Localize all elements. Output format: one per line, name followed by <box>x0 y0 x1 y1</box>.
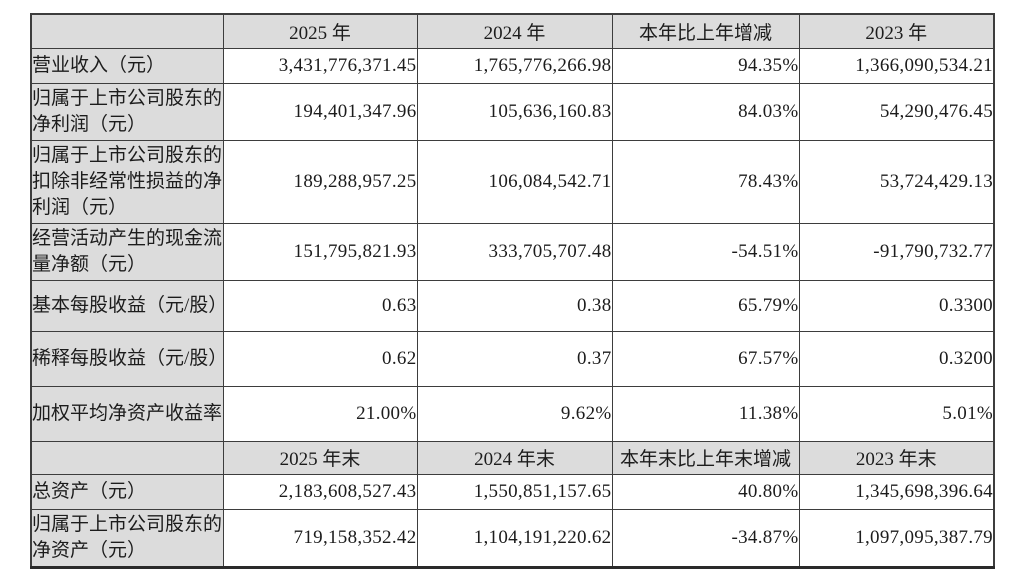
row-label: 归属于上市公司股东的净资产（元） <box>30 508 224 568</box>
value-cell: 9.62% <box>416 385 613 442</box>
value-cell: 53,724,429.13 <box>798 139 995 224</box>
value-cell: 1,345,698,396.64 <box>798 473 995 510</box>
value-cell: 67.57% <box>611 330 800 387</box>
table-row-net-assets: 归属于上市公司股东的净资产（元） 719,158,352.42 1,104,19… <box>30 508 995 568</box>
col-header-2023: 2023 年 <box>798 13 995 49</box>
col-header-2024-end: 2024 年末 <box>416 440 613 475</box>
col-header-2025-end: 2025 年末 <box>222 440 418 475</box>
row-label: 归属于上市公司股东的扣除非经常性损益的净利润（元） <box>30 139 224 224</box>
col-header-2023-end: 2023 年末 <box>798 440 995 475</box>
table-row-basic-eps: 基本每股收益（元/股） 0.63 0.38 65.79% 0.3300 <box>30 279 995 332</box>
value-cell: 65.79% <box>611 279 800 332</box>
col-header-yoy-end-change: 本年末比上年末增减 <box>611 440 800 475</box>
row-label: 稀释每股收益（元/股） <box>30 330 224 387</box>
row-label: 加权平均净资产收益率 <box>30 385 224 442</box>
table-row-diluted-eps: 稀释每股收益（元/股） 0.62 0.37 67.57% 0.3200 <box>30 330 995 387</box>
row-label: 基本每股收益（元/股） <box>30 279 224 332</box>
value-cell: 151,795,821.93 <box>222 222 418 281</box>
table-row-operating-cash-flow: 经营活动产生的现金流量净额（元） 151,795,821.93 333,705,… <box>30 222 995 281</box>
row-label: 营业收入（元） <box>30 47 224 84</box>
value-cell: 0.3300 <box>798 279 995 332</box>
table-row-net-profit-excl-nonrecurring: 归属于上市公司股东的扣除非经常性损益的净利润（元） 189,288,957.25… <box>30 139 995 224</box>
col-header-2025: 2025 年 <box>222 13 418 49</box>
value-cell: 194,401,347.96 <box>222 82 418 141</box>
value-cell: 84.03% <box>611 82 800 141</box>
value-cell: 11.38% <box>611 385 800 442</box>
value-cell: -54.51% <box>611 222 800 281</box>
row-label: 归属于上市公司股东的净利润（元） <box>30 82 224 141</box>
value-cell: -91,790,732.77 <box>798 222 995 281</box>
value-cell: 1,104,191,220.62 <box>416 508 613 568</box>
col-header-2024: 2024 年 <box>416 13 613 49</box>
value-cell: 0.3200 <box>798 330 995 387</box>
value-cell: 106,084,542.71 <box>416 139 613 224</box>
corner-cell <box>30 13 224 49</box>
row-label: 总资产（元） <box>30 473 224 510</box>
value-cell: 5.01% <box>798 385 995 442</box>
section2-header-row: 2025 年末 2024 年末 本年末比上年末增减 2023 年末 <box>30 440 995 475</box>
value-cell: 3,431,776,371.45 <box>222 47 418 84</box>
value-cell: -34.87% <box>611 508 800 568</box>
row-label: 经营活动产生的现金流量净额（元） <box>30 222 224 281</box>
value-cell: 1,366,090,534.21 <box>798 47 995 84</box>
value-cell: 1,765,776,266.98 <box>416 47 613 84</box>
value-cell: 719,158,352.42 <box>222 508 418 568</box>
value-cell: 78.43% <box>611 139 800 224</box>
section1-header-row: 2025 年 2024 年 本年比上年增减 2023 年 <box>30 13 995 49</box>
table-row-operating-revenue: 营业收入（元） 3,431,776,371.45 1,765,776,266.9… <box>30 47 995 84</box>
financial-summary-table: 2025 年 2024 年 本年比上年增减 2023 年 营业收入（元） 3,4… <box>30 13 995 569</box>
table-row-total-assets: 总资产（元） 2,183,608,527.43 1,550,851,157.65… <box>30 473 995 510</box>
value-cell: 0.37 <box>416 330 613 387</box>
value-cell: 0.62 <box>222 330 418 387</box>
value-cell: 40.80% <box>611 473 800 510</box>
value-cell: 1,097,095,387.79 <box>798 508 995 568</box>
value-cell: 105,636,160.83 <box>416 82 613 141</box>
value-cell: 21.00% <box>222 385 418 442</box>
value-cell: 189,288,957.25 <box>222 139 418 224</box>
table-row-weighted-avg-roe: 加权平均净资产收益率 21.00% 9.62% 11.38% 5.01% <box>30 385 995 442</box>
corner-cell <box>30 440 224 475</box>
value-cell: 333,705,707.48 <box>416 222 613 281</box>
value-cell: 0.63 <box>222 279 418 332</box>
col-header-yoy-change: 本年比上年增减 <box>611 13 800 49</box>
value-cell: 2,183,608,527.43 <box>222 473 418 510</box>
value-cell: 94.35% <box>611 47 800 84</box>
value-cell: 1,550,851,157.65 <box>416 473 613 510</box>
value-cell: 54,290,476.45 <box>798 82 995 141</box>
table-row-net-profit: 归属于上市公司股东的净利润（元） 194,401,347.96 105,636,… <box>30 82 995 141</box>
value-cell: 0.38 <box>416 279 613 332</box>
